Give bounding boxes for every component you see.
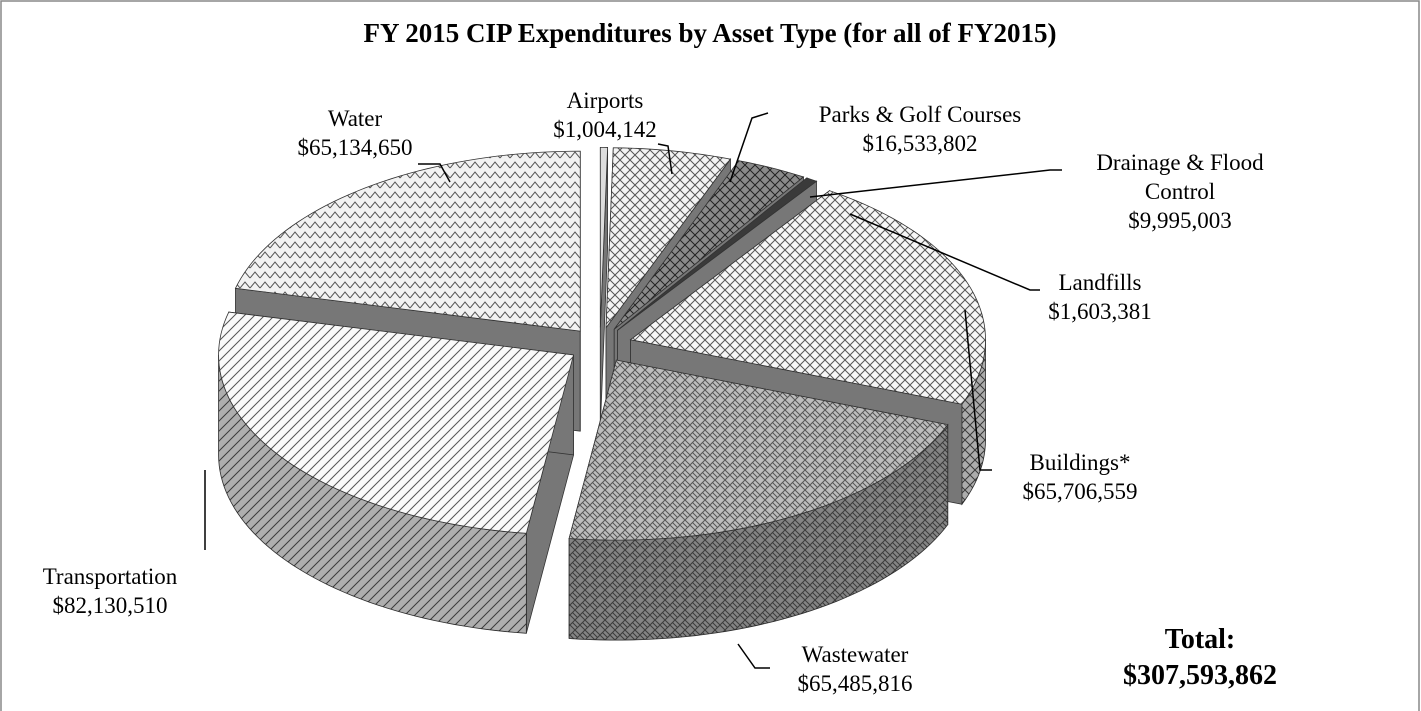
slice-top bbox=[605, 147, 732, 330]
slice-top bbox=[234, 150, 581, 332]
value-label: $65,485,816 bbox=[797, 671, 913, 696]
slice-wall-shade bbox=[569, 424, 948, 641]
leader-line bbox=[729, 112, 769, 183]
leader-line bbox=[964, 309, 992, 471]
category-label: Landfills bbox=[1058, 270, 1142, 295]
slice-top bbox=[617, 177, 818, 331]
slice-top bbox=[629, 190, 986, 405]
category-label: Buildings* bbox=[1029, 450, 1131, 475]
slice-label: Airports $1,004,142 bbox=[520, 86, 690, 144]
slice-label: Transportation $82,130,510 bbox=[0, 562, 220, 620]
value-label: $82,130,510 bbox=[52, 593, 168, 618]
category-label: Wastewater bbox=[801, 642, 909, 667]
leader-line bbox=[809, 169, 1062, 198]
slice-top bbox=[599, 147, 609, 328]
slice-wall-shade bbox=[218, 354, 527, 634]
value-label: $1,603,381 bbox=[1048, 299, 1152, 324]
slice-label: Water $65,134,650 bbox=[250, 104, 460, 162]
slice-top bbox=[613, 160, 805, 330]
slice-label: Drainage & Flood Control $9,995,003 bbox=[1060, 148, 1300, 235]
slice-label: Landfills $1,603,381 bbox=[1020, 268, 1180, 326]
value-label: $9,995,003 bbox=[1128, 208, 1232, 233]
leader-line bbox=[418, 163, 451, 183]
slice-label: Buildings* $65,706,559 bbox=[985, 448, 1175, 506]
slice-label: Parks & Golf Courses $16,533,802 bbox=[770, 100, 1070, 158]
total-value: $307,593,862 bbox=[1123, 660, 1277, 691]
slice bbox=[599, 147, 609, 428]
leader-line bbox=[657, 143, 673, 175]
leader-line bbox=[737, 643, 770, 669]
category-label: Drainage & Flood Control bbox=[1096, 150, 1264, 204]
leader-line bbox=[849, 213, 1040, 291]
total: Total: $307,593,862 bbox=[1095, 622, 1305, 694]
slice-label: Wastewater $65,485,816 bbox=[755, 640, 955, 698]
slice-top bbox=[568, 359, 949, 541]
slice bbox=[218, 311, 575, 634]
total-label: Total: bbox=[1164, 624, 1236, 655]
slice-top bbox=[218, 311, 575, 534]
value-label: $65,134,650 bbox=[297, 135, 413, 160]
slice bbox=[568, 359, 949, 641]
value-label: $16,533,802 bbox=[862, 131, 978, 156]
value-label: $1,004,142 bbox=[553, 117, 657, 142]
category-label: Parks & Golf Courses bbox=[818, 102, 1022, 127]
category-label: Water bbox=[327, 106, 383, 131]
category-label: Transportation bbox=[42, 564, 178, 589]
value-label: $65,706,559 bbox=[1022, 479, 1138, 504]
chart-title: FY 2015 CIP Expenditures by Asset Type (… bbox=[363, 18, 1056, 48]
leader-lines bbox=[204, 112, 1062, 669]
category-label: Airports bbox=[566, 88, 644, 113]
